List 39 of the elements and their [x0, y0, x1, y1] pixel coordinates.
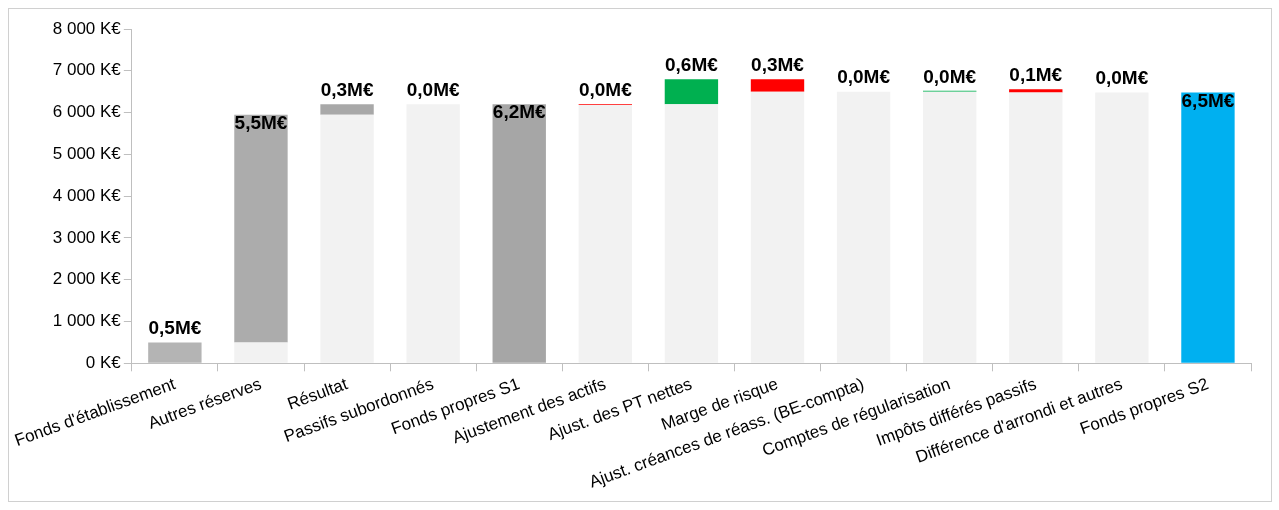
bar: [1009, 92, 1063, 363]
annotation: 6,5M€: [1181, 89, 1235, 111]
annotation: 0,6M€: [665, 53, 719, 75]
bar: [406, 104, 460, 363]
y-tick-label: 0 K€: [85, 352, 122, 372]
annotation: 0,1M€: [1009, 63, 1063, 85]
y-tick-label: 8 000 K€: [52, 18, 122, 38]
bar: [664, 104, 719, 363]
bar: [923, 91, 977, 363]
bar: [1095, 92, 1149, 363]
annotation: 0,5M€: [148, 317, 202, 339]
bar: [750, 91, 805, 363]
y-tick-label: 7 000 K€: [52, 60, 122, 80]
bar: [234, 342, 288, 363]
bar: [578, 105, 633, 363]
bar: [320, 114, 374, 363]
annotation: 0,0M€: [923, 65, 977, 87]
annotation: 0,0M€: [837, 66, 891, 88]
bar: [664, 79, 719, 105]
annotation: 6,2M€: [492, 101, 547, 123]
annotation: 0,3M€: [320, 78, 374, 100]
y-tick-label: 4 000 K€: [52, 185, 122, 205]
y-tick-label: 2 000 K€: [52, 269, 122, 289]
annotation: 0,0M€: [1095, 67, 1149, 89]
bar: [320, 104, 374, 115]
annotation: 5,5M€: [234, 111, 288, 133]
annotation: 0,0M€: [406, 78, 460, 100]
bar: [234, 114, 288, 343]
y-tick-label: 1 000 K€: [52, 311, 122, 331]
bar: [492, 104, 546, 363]
y-tick-label: 6 000 K€: [52, 102, 122, 122]
annotation: 0,3M€: [751, 53, 805, 75]
annotation: 0,0M€: [578, 78, 633, 100]
bar: [1009, 89, 1063, 93]
bar: [836, 91, 891, 363]
y-tick-label: 5 000 K€: [52, 144, 122, 164]
y-tick-label: 3 000 K€: [52, 227, 122, 247]
bar: [1181, 92, 1235, 363]
bar: [750, 79, 805, 92]
